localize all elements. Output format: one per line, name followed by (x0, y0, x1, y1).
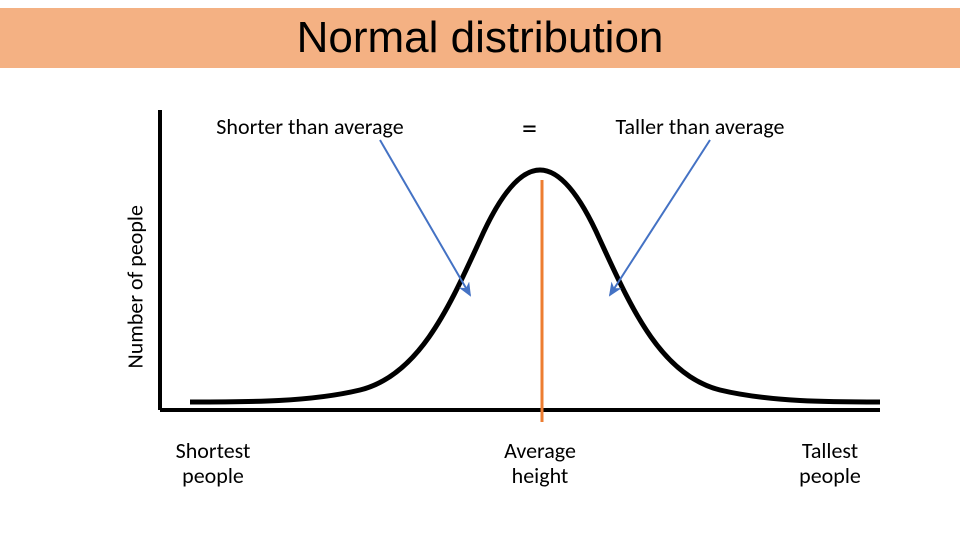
x-label-average-line1: Average (504, 437, 576, 464)
x-label-tallest-line2: people (799, 462, 861, 489)
bell-curve (190, 170, 880, 402)
y-axis-label: Number of people (122, 169, 149, 369)
page-title: Normal distribution (297, 13, 664, 62)
x-label-tallest-line1: Tallest (802, 437, 858, 464)
x-label-shortest-line1: Shortest (176, 437, 251, 464)
normal-distribution-diagram (100, 100, 890, 430)
x-label-average: Average height (480, 438, 600, 488)
x-label-shortest: Shortest people (153, 438, 273, 488)
arrow-shorter (380, 140, 470, 295)
label-shorter-than-average: Shorter than average (195, 113, 425, 140)
equals-icon: = (522, 110, 537, 147)
x-label-tallest: Tallest people (770, 438, 890, 488)
arrow-taller (610, 140, 710, 295)
label-taller-than-average: Taller than average (590, 113, 810, 140)
x-label-average-line2: height (512, 462, 569, 489)
x-label-shortest-line2: people (182, 462, 244, 489)
title-bar: Normal distribution (0, 8, 960, 68)
